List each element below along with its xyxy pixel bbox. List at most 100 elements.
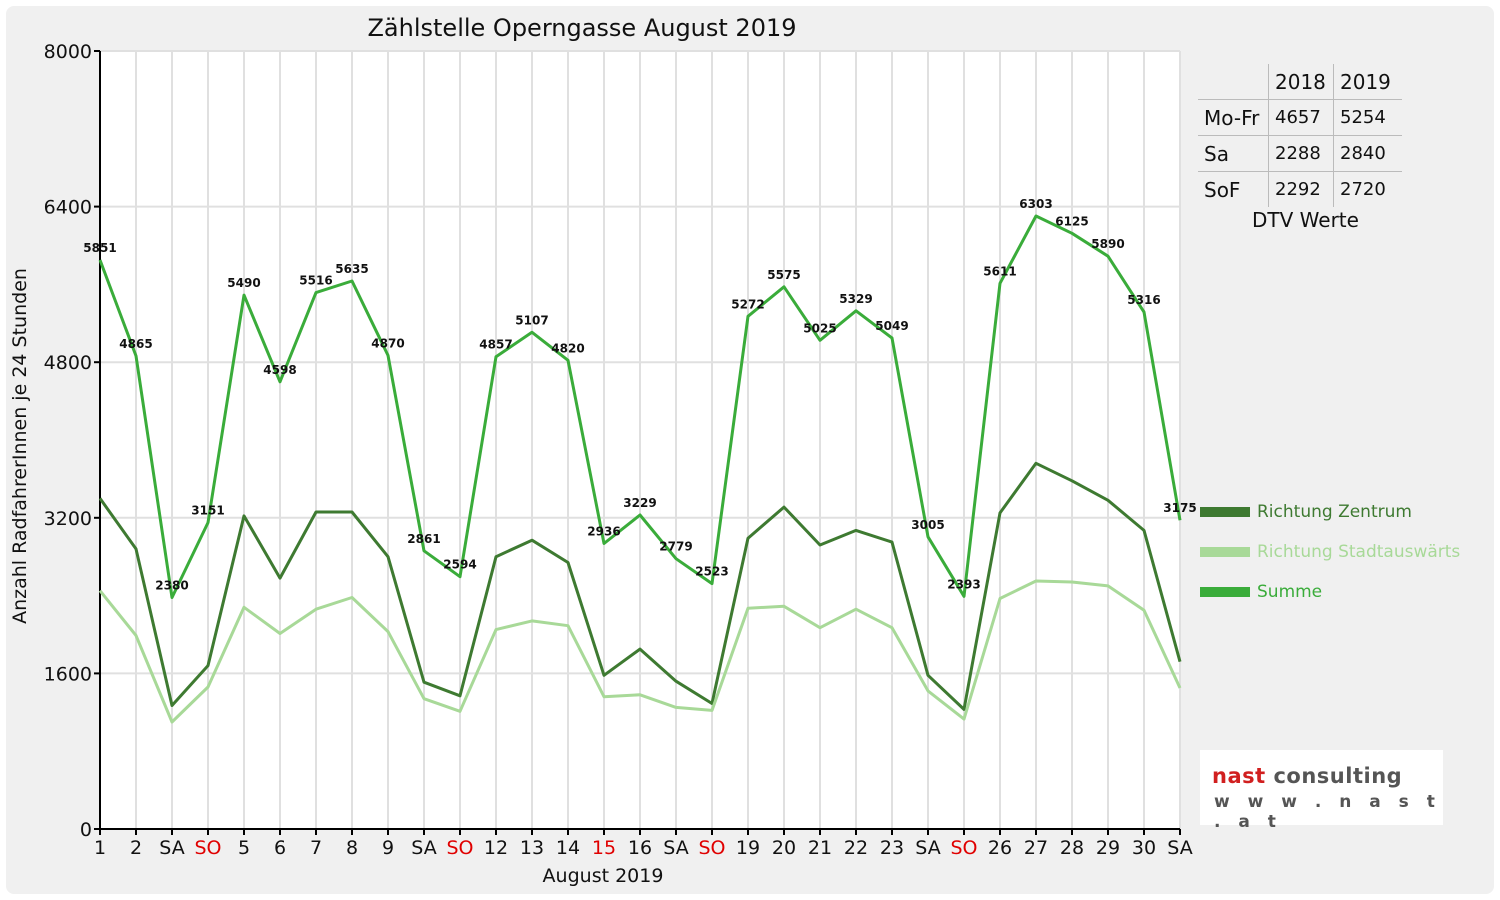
dtv-header-empty xyxy=(1198,64,1269,100)
data-label: 4598 xyxy=(263,363,296,377)
dtv-header-row: 2018 2019 xyxy=(1198,64,1402,100)
data-label: 5490 xyxy=(227,276,260,290)
data-label: 6125 xyxy=(1055,214,1088,228)
data-label: 3229 xyxy=(623,496,656,510)
dtv-row: SoF 2292 2720 xyxy=(1198,171,1402,207)
data-label: 5329 xyxy=(839,292,872,306)
data-label: 4857 xyxy=(479,338,512,352)
x-tick-label: 20 xyxy=(772,837,796,859)
x-tick-label: 12 xyxy=(484,837,508,859)
x-axis-title: August 2019 xyxy=(543,865,664,887)
x-tick-label: 5 xyxy=(238,837,250,859)
logo-accent: nast xyxy=(1212,764,1266,788)
x-tick-label: 14 xyxy=(556,837,580,859)
dtv-caption: DTV Werte xyxy=(1252,208,1359,232)
legend-swatch-zentrum xyxy=(1200,507,1250,517)
chart-title: Zählstelle Operngasse August 2019 xyxy=(367,14,796,42)
x-tick-label: 15 xyxy=(592,837,616,859)
x-tick-label: 19 xyxy=(736,837,760,859)
x-tick-label: SO xyxy=(446,837,473,859)
data-label: 2861 xyxy=(407,532,440,546)
data-label: 5575 xyxy=(767,268,800,282)
x-tick-label: 16 xyxy=(628,837,652,859)
dtv-value-2019: 2720 xyxy=(1333,171,1402,207)
data-label: 4820 xyxy=(551,341,584,355)
legend-swatch-summe xyxy=(1200,587,1250,597)
x-tick-label: 26 xyxy=(988,837,1012,859)
x-tick-label: SA xyxy=(663,837,688,859)
data-label: 4865 xyxy=(119,337,152,351)
x-tick-label: SA xyxy=(159,837,184,859)
data-label: 5890 xyxy=(1091,237,1124,251)
x-tick-label: 2 xyxy=(130,837,142,859)
dtv-header-2019: 2019 xyxy=(1333,64,1402,100)
y-tick-label: 4800 xyxy=(44,352,92,374)
y-tick-label: 8000 xyxy=(44,41,92,63)
data-label: 5107 xyxy=(515,313,548,327)
x-tick-label: SO xyxy=(950,837,977,859)
legend-label-stadtauswaerts: Richtung Stadtauswärts xyxy=(1257,542,1461,562)
dtv-row: Mo-Fr 4657 5254 xyxy=(1198,99,1402,136)
data-label: 5635 xyxy=(335,262,368,276)
dtv-value-2019: 5254 xyxy=(1333,99,1402,136)
x-tick-label: SO xyxy=(698,837,725,859)
legend-swatch-stadtauswaerts xyxy=(1200,547,1250,557)
dtv-value-2018: 4657 xyxy=(1268,99,1334,136)
data-label: 5049 xyxy=(875,319,908,333)
data-label: 3175 xyxy=(1163,501,1196,515)
data-label: 4870 xyxy=(371,336,404,350)
legend-label-zentrum: Richtung Zentrum xyxy=(1257,502,1412,522)
x-tick-label: 30 xyxy=(1132,837,1156,859)
x-tick-label: SA xyxy=(915,837,940,859)
y-axis-title: Anzahl RadfahrerInnen je 24 Stunden xyxy=(9,268,31,624)
data-label: 2393 xyxy=(947,577,980,591)
series-line-0 xyxy=(98,461,1182,711)
dtv-value-2018: 2292 xyxy=(1268,171,1334,207)
x-tick-label: 9 xyxy=(382,837,394,859)
dtv-row-label: Sa xyxy=(1204,141,1229,166)
legend-item-zentrum: Richtung Zentrum xyxy=(1200,492,1460,532)
x-tick-label: SO xyxy=(194,837,221,859)
series-lines xyxy=(98,214,1182,724)
y-tick-label: 0 xyxy=(80,819,92,841)
x-tick-label: 1 xyxy=(94,837,106,859)
data-label: 2936 xyxy=(587,524,620,538)
x-tick-label: SA xyxy=(411,837,436,859)
x-tick-label: 22 xyxy=(844,837,868,859)
data-label: 5516 xyxy=(299,274,332,288)
y-tick-label: 1600 xyxy=(44,663,92,685)
data-label: 5851 xyxy=(83,241,116,255)
data-label: 5611 xyxy=(983,264,1016,278)
legend-item-stadtauswaerts: Richtung Stadtauswärts xyxy=(1200,532,1460,572)
dtv-table: 2018 2019 Mo-Fr 4657 5254 Sa 2288 2840 S… xyxy=(1198,64,1402,207)
data-label: 5025 xyxy=(803,321,836,335)
series-line-2 xyxy=(98,214,1182,599)
x-tick-label: 6 xyxy=(274,837,286,859)
dtv-value-2018: 2288 xyxy=(1268,135,1334,172)
data-label: 5316 xyxy=(1127,293,1160,307)
x-tick-label: SA xyxy=(1167,837,1192,859)
dtv-value-2019: 2840 xyxy=(1333,135,1402,172)
x-tick-label: 21 xyxy=(808,837,832,859)
dtv-header-2018: 2018 xyxy=(1268,64,1334,100)
x-tick-label: 28 xyxy=(1060,837,1084,859)
x-tick-label: 7 xyxy=(310,837,322,859)
dtv-row-label: SoF xyxy=(1204,177,1241,202)
legend-label-summe: Summe xyxy=(1257,582,1323,602)
logo-wordmark: nast consulting xyxy=(1212,764,1402,788)
legend: Richtung Zentrum Richtung Stadtauswärts … xyxy=(1200,492,1460,612)
data-label: 5272 xyxy=(731,297,764,311)
data-label: 3005 xyxy=(911,518,944,532)
logo-url: w w w . n a s t . a t xyxy=(1214,792,1441,832)
dtv-row: Sa 2288 2840 xyxy=(1198,135,1402,172)
data-label: 2594 xyxy=(443,558,476,572)
legend-item-summe: Summe xyxy=(1200,572,1460,612)
y-tick-label: 6400 xyxy=(44,197,92,219)
x-tick-label: 8 xyxy=(346,837,358,859)
x-tick-label: 13 xyxy=(520,837,544,859)
company-logo: nast consulting w w w . n a s t . a t xyxy=(1200,750,1443,832)
x-tick-label: 29 xyxy=(1096,837,1120,859)
